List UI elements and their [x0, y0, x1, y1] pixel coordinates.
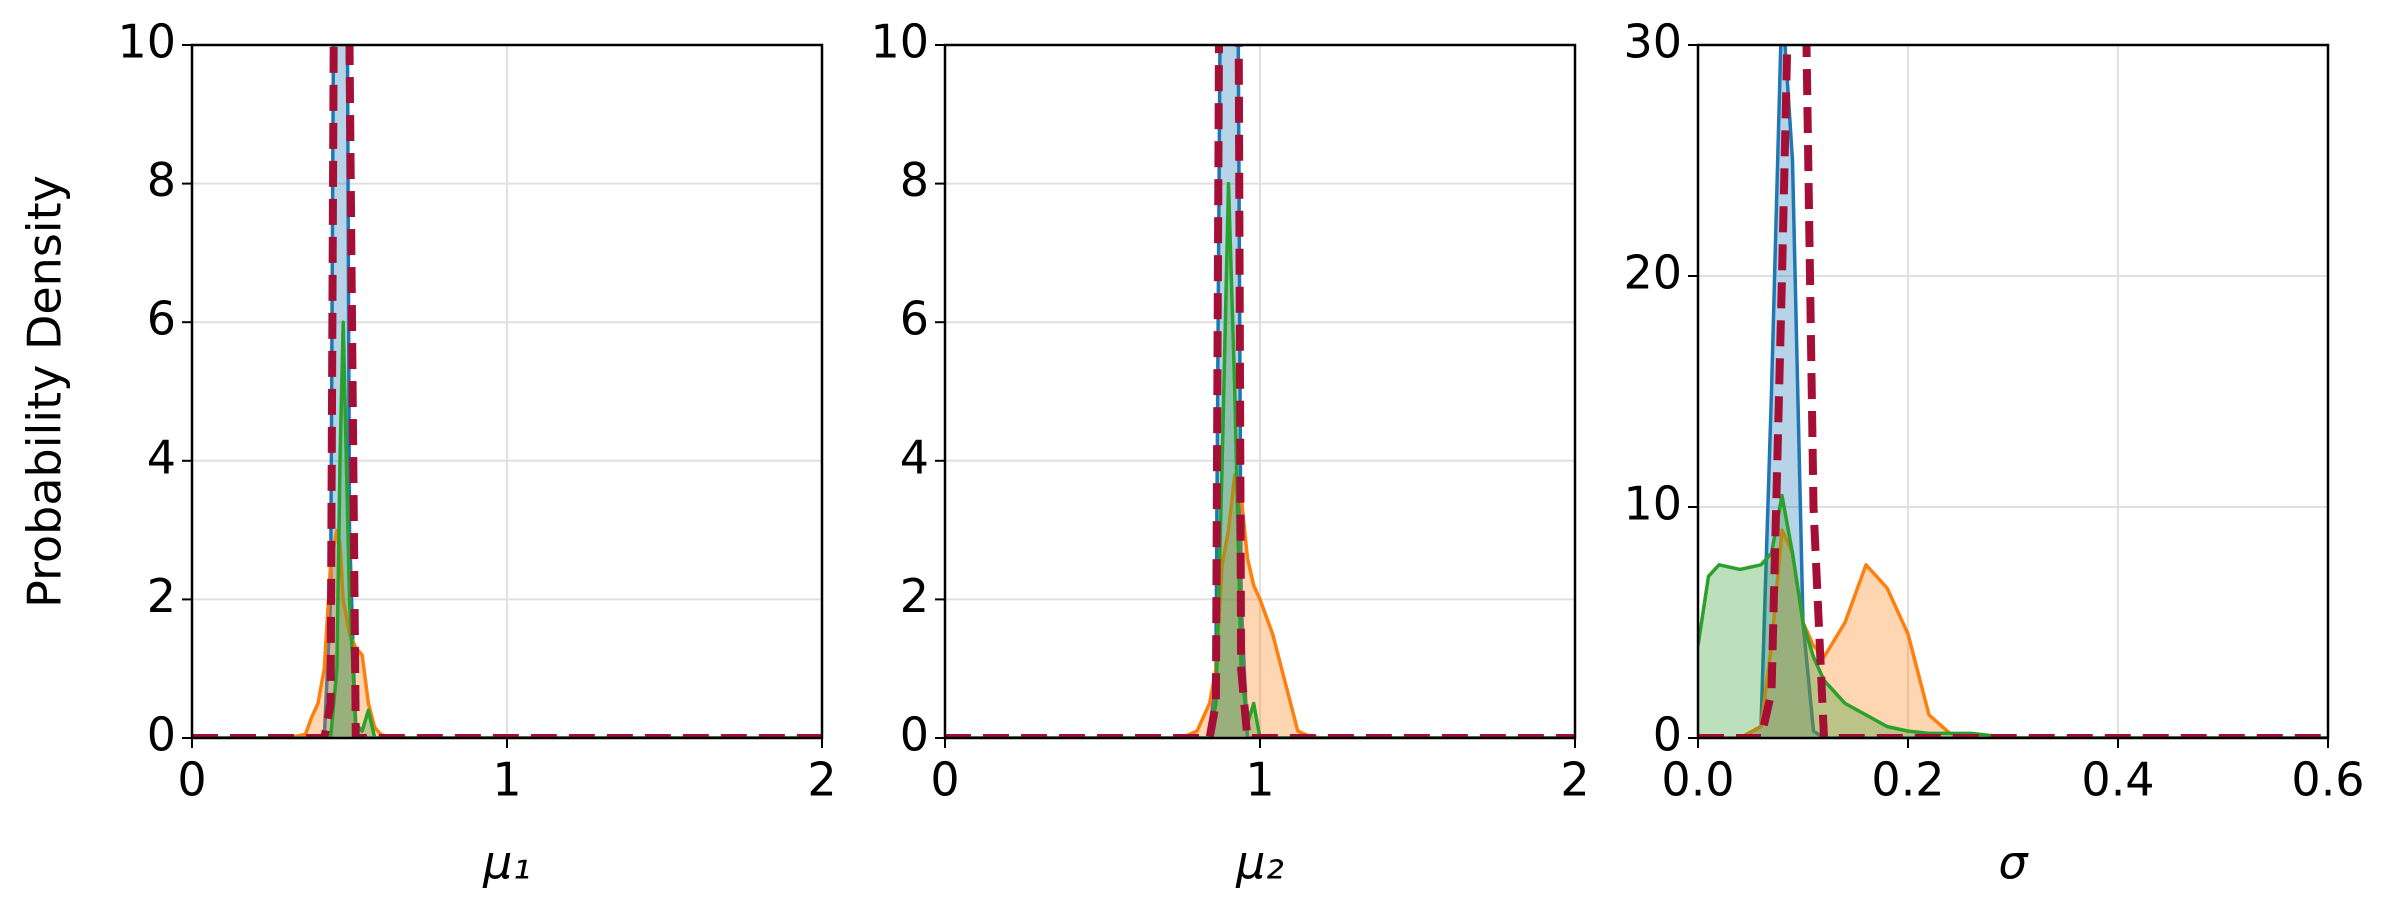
x-tick-label: 0.2 — [1871, 753, 1944, 807]
x-tick-label: 1 — [492, 753, 521, 807]
panel: 0 2 4 6 8 10 0 1 2 μ₁ Probability Density — [18, 15, 837, 890]
plot-area — [192, 45, 822, 738]
x-tick-label: 0.6 — [2291, 753, 2364, 807]
density-line — [192, 320, 822, 738]
y-tick-label: 2 — [147, 569, 176, 623]
y-tick-label: 0 — [900, 708, 929, 762]
y-tick-label: 0 — [1653, 708, 1682, 762]
x-tick-label: 2 — [1560, 753, 1589, 807]
y-tick-label: 10 — [1623, 477, 1682, 531]
axes-frame — [943, 43, 1577, 740]
y-tick-label: 10 — [870, 15, 929, 69]
x-axis-label: μ₁ — [482, 836, 531, 890]
x-axis-label: μ₂ — [1235, 836, 1284, 890]
y-tick-label: 10 — [117, 15, 176, 69]
plot-area — [945, 45, 1575, 738]
x-tick-label: 0 — [930, 753, 959, 807]
density-line — [945, 181, 1575, 738]
x-tick-label: 0.4 — [2081, 753, 2154, 807]
y-tick-label: 6 — [147, 292, 176, 346]
y-tick-label: 2 — [900, 569, 929, 623]
x-tick-label: 0 — [177, 753, 206, 807]
y-tick-label: 20 — [1623, 246, 1682, 300]
reference-density — [1698, 45, 2328, 738]
y-tick-label: 0 — [147, 708, 176, 762]
y-tick-label: 30 — [1623, 15, 1682, 69]
y-tick-label: 4 — [147, 430, 176, 484]
y-tick-label: 4 — [900, 430, 929, 484]
axes-frame — [1696, 43, 2330, 740]
plot-area — [1698, 45, 2328, 738]
y-tick-label: 8 — [900, 153, 929, 207]
axes-frame — [190, 43, 824, 740]
x-tick-label: 0.0 — [1661, 753, 1734, 807]
x-axis-label: σ — [1998, 836, 2029, 890]
density-area — [1698, 495, 2328, 738]
panel: 0 2 4 6 8 10 0 1 2 μ₂ — [870, 15, 1589, 890]
y-tick-label: 8 — [147, 153, 176, 207]
density-area — [945, 474, 1575, 738]
density-line — [1698, 493, 2328, 738]
x-tick-label: 1 — [1245, 753, 1274, 807]
y-tick-label: 6 — [900, 292, 929, 346]
density-area — [1698, 530, 2328, 738]
y-axis-label: Probability Density — [18, 175, 72, 608]
x-tick-label: 2 — [807, 753, 836, 807]
panel: 0 10 20 30 0.0 0.2 0.4 0.6 σ — [1623, 15, 2364, 890]
density-area — [192, 530, 822, 738]
